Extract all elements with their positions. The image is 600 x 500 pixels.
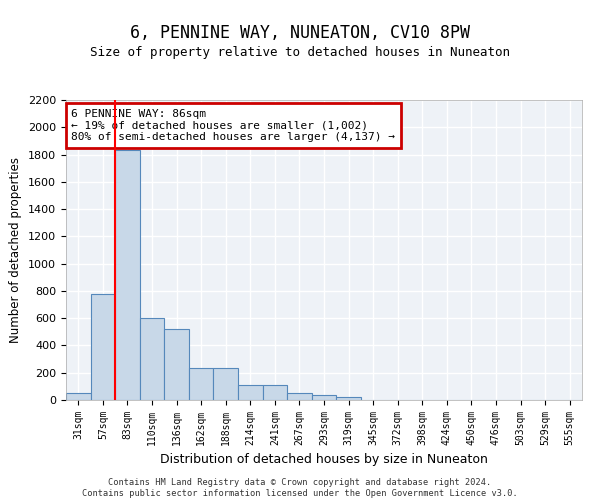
Y-axis label: Number of detached properties: Number of detached properties — [10, 157, 22, 343]
Bar — [263, 385, 287, 400]
Text: 6 PENNINE WAY: 86sqm
← 19% of detached houses are smaller (1,002)
80% of semi-de: 6 PENNINE WAY: 86sqm ← 19% of detached h… — [71, 109, 395, 142]
Bar — [91, 294, 115, 400]
Bar — [164, 329, 189, 400]
Bar — [189, 368, 214, 400]
Bar — [238, 385, 263, 400]
Bar — [336, 396, 361, 400]
Text: Size of property relative to detached houses in Nuneaton: Size of property relative to detached ho… — [90, 46, 510, 59]
Bar — [140, 318, 164, 400]
Bar — [115, 150, 140, 400]
Bar — [287, 393, 312, 400]
Bar — [66, 393, 91, 400]
Text: 6, PENNINE WAY, NUNEATON, CV10 8PW: 6, PENNINE WAY, NUNEATON, CV10 8PW — [130, 24, 470, 42]
X-axis label: Distribution of detached houses by size in Nuneaton: Distribution of detached houses by size … — [160, 454, 488, 466]
Bar — [312, 395, 336, 400]
Text: Contains HM Land Registry data © Crown copyright and database right 2024.
Contai: Contains HM Land Registry data © Crown c… — [82, 478, 518, 498]
Bar — [214, 368, 238, 400]
